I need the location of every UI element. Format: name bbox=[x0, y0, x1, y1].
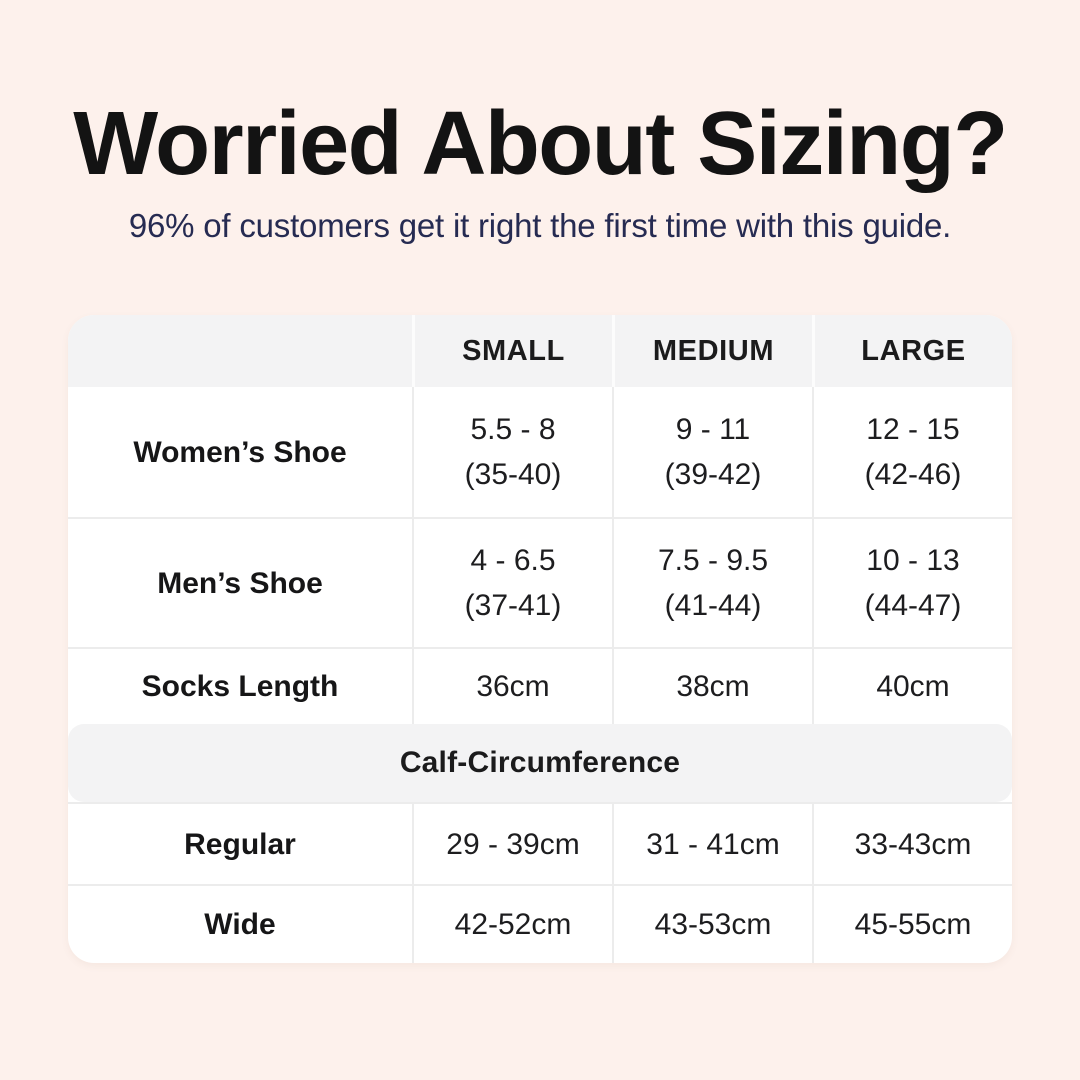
regular-large-cell: 33-43cm bbox=[812, 804, 1012, 885]
mens-shoe-large-cell: 10 - 13 (44-47) bbox=[812, 519, 1012, 648]
socks-length-medium-cell: 38cm bbox=[612, 649, 812, 725]
mens-shoe-medium-cell: 7.5 - 9.5 (41-44) bbox=[612, 519, 812, 648]
socks-length-large-cell: 40cm bbox=[812, 649, 1012, 725]
cell-line-1: 10 - 13 bbox=[866, 544, 960, 578]
table-row-socks-length: Socks Length 36cm 38cm 40cm bbox=[68, 647, 1012, 725]
row-label-wide: Wide bbox=[204, 908, 276, 942]
page-subtitle: 96% of customers get it right the first … bbox=[128, 207, 952, 245]
wide-small-cell: 42-52cm bbox=[412, 886, 612, 964]
hero-block: Worried About Sizing? 96% of customers g… bbox=[0, 0, 1080, 245]
cell-line-2: (35-40) bbox=[464, 458, 562, 492]
column-header-medium: MEDIUM bbox=[612, 315, 812, 388]
row-label-socks-length: Socks Length bbox=[141, 670, 339, 704]
column-header-empty bbox=[68, 315, 412, 387]
table-header-row: SMALL MEDIUM LARGE bbox=[68, 315, 1012, 388]
cell-line-2: (39-42) bbox=[664, 458, 762, 492]
column-header-small: SMALL bbox=[412, 315, 612, 388]
cell-line-1: 7.5 - 9.5 bbox=[657, 544, 769, 578]
row-label-regular: Regular bbox=[184, 827, 296, 861]
calf-circumference-section-header: Calf-Circumference bbox=[68, 724, 1012, 803]
regular-medium-cell: 31 - 41cm bbox=[612, 804, 812, 885]
section-title: Calf-Circumference bbox=[399, 746, 681, 780]
womens-shoe-large-cell: 12 - 15 (42-46) bbox=[812, 387, 1012, 518]
cell-line-2: (41-44) bbox=[664, 589, 762, 623]
table-row-mens-shoe: Men’s Shoe 4 - 6.5 (37-41) 7.5 - 9.5 (41… bbox=[68, 517, 1012, 648]
cell-line-2: (42-46) bbox=[864, 458, 962, 492]
wide-medium-cell: 43-53cm bbox=[612, 886, 812, 964]
column-header-large: LARGE bbox=[812, 315, 1012, 388]
womens-shoe-medium-cell: 9 - 11 (39-42) bbox=[612, 387, 812, 518]
page-title: Worried About Sizing? bbox=[73, 94, 1008, 194]
cell-line-2: (37-41) bbox=[464, 589, 562, 623]
row-label-womens-shoe: Women’s Shoe bbox=[133, 435, 347, 469]
table-row-regular: Regular 29 - 39cm 31 - 41cm 33-43cm bbox=[68, 802, 1012, 885]
cell-line-1: 4 - 6.5 bbox=[470, 544, 556, 578]
table-row-womens-shoe: Women’s Shoe 5.5 - 8 (35-40) 9 - 11 (39-… bbox=[68, 387, 1012, 518]
socks-length-small-cell: 36cm bbox=[412, 649, 612, 725]
table-row-wide: Wide 42-52cm 43-53cm 45-55cm bbox=[68, 884, 1012, 964]
womens-shoe-small-cell: 5.5 - 8 (35-40) bbox=[412, 387, 612, 518]
size-chart-card: SMALL MEDIUM LARGE Women’s Shoe 5.5 - 8 … bbox=[68, 315, 1012, 964]
cell-line-1: 5.5 - 8 bbox=[470, 413, 556, 447]
mens-shoe-small-cell: 4 - 6.5 (37-41) bbox=[412, 519, 612, 648]
regular-small-cell: 29 - 39cm bbox=[412, 804, 612, 885]
cell-line-1: 12 - 15 bbox=[866, 413, 960, 447]
wide-large-cell: 45-55cm bbox=[812, 886, 1012, 964]
row-label-mens-shoe: Men’s Shoe bbox=[157, 566, 323, 600]
cell-line-2: (44-47) bbox=[864, 589, 962, 623]
cell-line-1: 9 - 11 bbox=[675, 413, 751, 447]
